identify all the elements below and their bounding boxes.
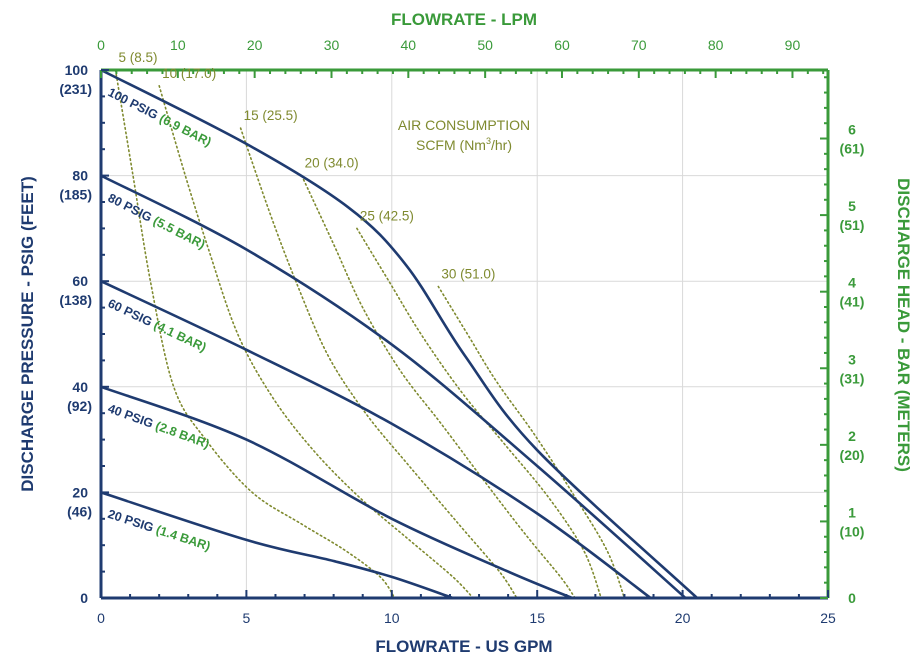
pressure-curve xyxy=(100,68,698,599)
y-tick-label: 0 xyxy=(80,590,88,606)
y-tick-label: 20 xyxy=(72,484,88,500)
air-consumption-curve xyxy=(239,127,518,599)
pressure-curve xyxy=(100,491,454,600)
axis-ticks: 0 5 10 15 20 250 10 20 30 40 50 60 70 80 90020(46)40(9… xyxy=(59,37,864,626)
air-consumption-label: 25 (42.5) xyxy=(360,208,414,223)
y-tick-sublabel: (46) xyxy=(67,503,92,519)
series-label: 40 PSIG (2.8 BAR) xyxy=(106,401,211,451)
bar-tick-label: 5 xyxy=(848,198,856,214)
right-axis-title: DISCHARGE HEAD - BAR (METERS) xyxy=(894,178,913,472)
air-consumption-label: 15 (25.5) xyxy=(244,108,298,123)
pressure-curve xyxy=(100,385,573,600)
lpm-tick-label: 50 xyxy=(477,37,493,53)
pressure-curve xyxy=(100,280,652,600)
lpm-tick-label: 10 xyxy=(170,37,186,53)
lpm-tick-label: 20 xyxy=(247,37,263,53)
bar-tick-label: 6 xyxy=(848,122,856,138)
x-tick-label: 5 xyxy=(243,610,251,626)
air-units-suffix: /hr) xyxy=(491,137,512,153)
air-units-superscript: 3 xyxy=(486,136,491,146)
top-axis-title: FLOWRATE - LPM xyxy=(391,10,537,29)
bar-tick-label: 4 xyxy=(848,275,856,291)
bar-tick-sublabel: (41) xyxy=(840,294,865,310)
bar-tick-label: 2 xyxy=(848,428,856,444)
x-tick-label: 25 xyxy=(820,610,836,626)
bar-tick-sublabel: (51) xyxy=(840,217,865,233)
y-tick-label: 40 xyxy=(72,379,88,395)
bar-tick-label: 0 xyxy=(848,590,856,606)
lpm-tick-label: 90 xyxy=(785,37,801,53)
lpm-tick-label: 80 xyxy=(708,37,724,53)
bar-tick-sublabel: (20) xyxy=(840,447,865,463)
air-consumption-curve xyxy=(437,285,626,599)
series-label-psig: 80 PSIG xyxy=(106,191,158,226)
lpm-tick-label: 40 xyxy=(401,37,417,53)
air-units-prefix: SCFM (Nm xyxy=(416,137,486,153)
x-tick-label: 0 xyxy=(97,610,105,626)
series-label-psig: 40 PSIG xyxy=(106,401,158,432)
series-label: 20 PSIG (1.4 BAR) xyxy=(106,507,212,554)
air-consumption-label: 10 (17.0) xyxy=(162,66,216,81)
lpm-tick-label: 70 xyxy=(631,37,647,53)
series-label-bar: (2.8 BAR) xyxy=(154,419,212,451)
bar-tick-sublabel: (31) xyxy=(840,370,865,386)
lpm-tick-label: 30 xyxy=(324,37,340,53)
bar-tick-label: 3 xyxy=(848,351,856,367)
bar-tick-sublabel: (10) xyxy=(840,523,865,539)
lpm-tick-label: 60 xyxy=(554,37,570,53)
series-label-psig: 100 PSIG xyxy=(106,85,164,124)
y-tick-sublabel: (138) xyxy=(59,292,92,308)
series-label-bar: (6.9 BAR) xyxy=(157,111,214,149)
series-label-bar: (4.1 BAR) xyxy=(152,318,209,355)
lpm-tick-label: 0 xyxy=(97,37,105,53)
y-tick-sublabel: (185) xyxy=(59,187,92,203)
air-consumption-units: SCFM (Nm3/hr) xyxy=(416,136,512,153)
y-tick-label: 100 xyxy=(65,62,89,78)
pressure-curves xyxy=(100,68,698,600)
y-tick-sublabel: (92) xyxy=(67,398,92,414)
x-tick-label: 15 xyxy=(529,610,545,626)
air-consumption-title: AIR CONSUMPTION xyxy=(398,117,530,133)
pressure-curve xyxy=(100,174,687,599)
series-label-psig: 20 PSIG xyxy=(106,507,159,536)
air-consumption-curve xyxy=(114,69,396,599)
y-tick-label: 80 xyxy=(72,168,88,184)
air-consumption-label: 20 (34.0) xyxy=(305,156,359,171)
x-axis-title: FLOWRATE - US GPM xyxy=(375,637,552,656)
y-tick-sublabel: (231) xyxy=(59,81,92,97)
y-tick-label: 60 xyxy=(72,273,88,289)
grid-lines xyxy=(101,70,828,598)
x-tick-label: 10 xyxy=(384,610,400,626)
bar-tick-label: 1 xyxy=(848,504,856,520)
bar-tick-sublabel: (61) xyxy=(840,141,865,157)
air-consumption-label: 5 (8.5) xyxy=(119,50,158,65)
air-consumption-curve xyxy=(356,227,602,599)
air-consumption-curve xyxy=(300,174,576,599)
y-axis-title: DISCHARGE PRESSURE - PSIG (FEET) xyxy=(18,176,37,491)
air-consumption-curve xyxy=(158,85,474,599)
x-tick-label: 20 xyxy=(675,610,691,626)
air-consumption-label: 30 (51.0) xyxy=(441,266,495,281)
series-label-psig: 60 PSIG xyxy=(106,296,158,330)
